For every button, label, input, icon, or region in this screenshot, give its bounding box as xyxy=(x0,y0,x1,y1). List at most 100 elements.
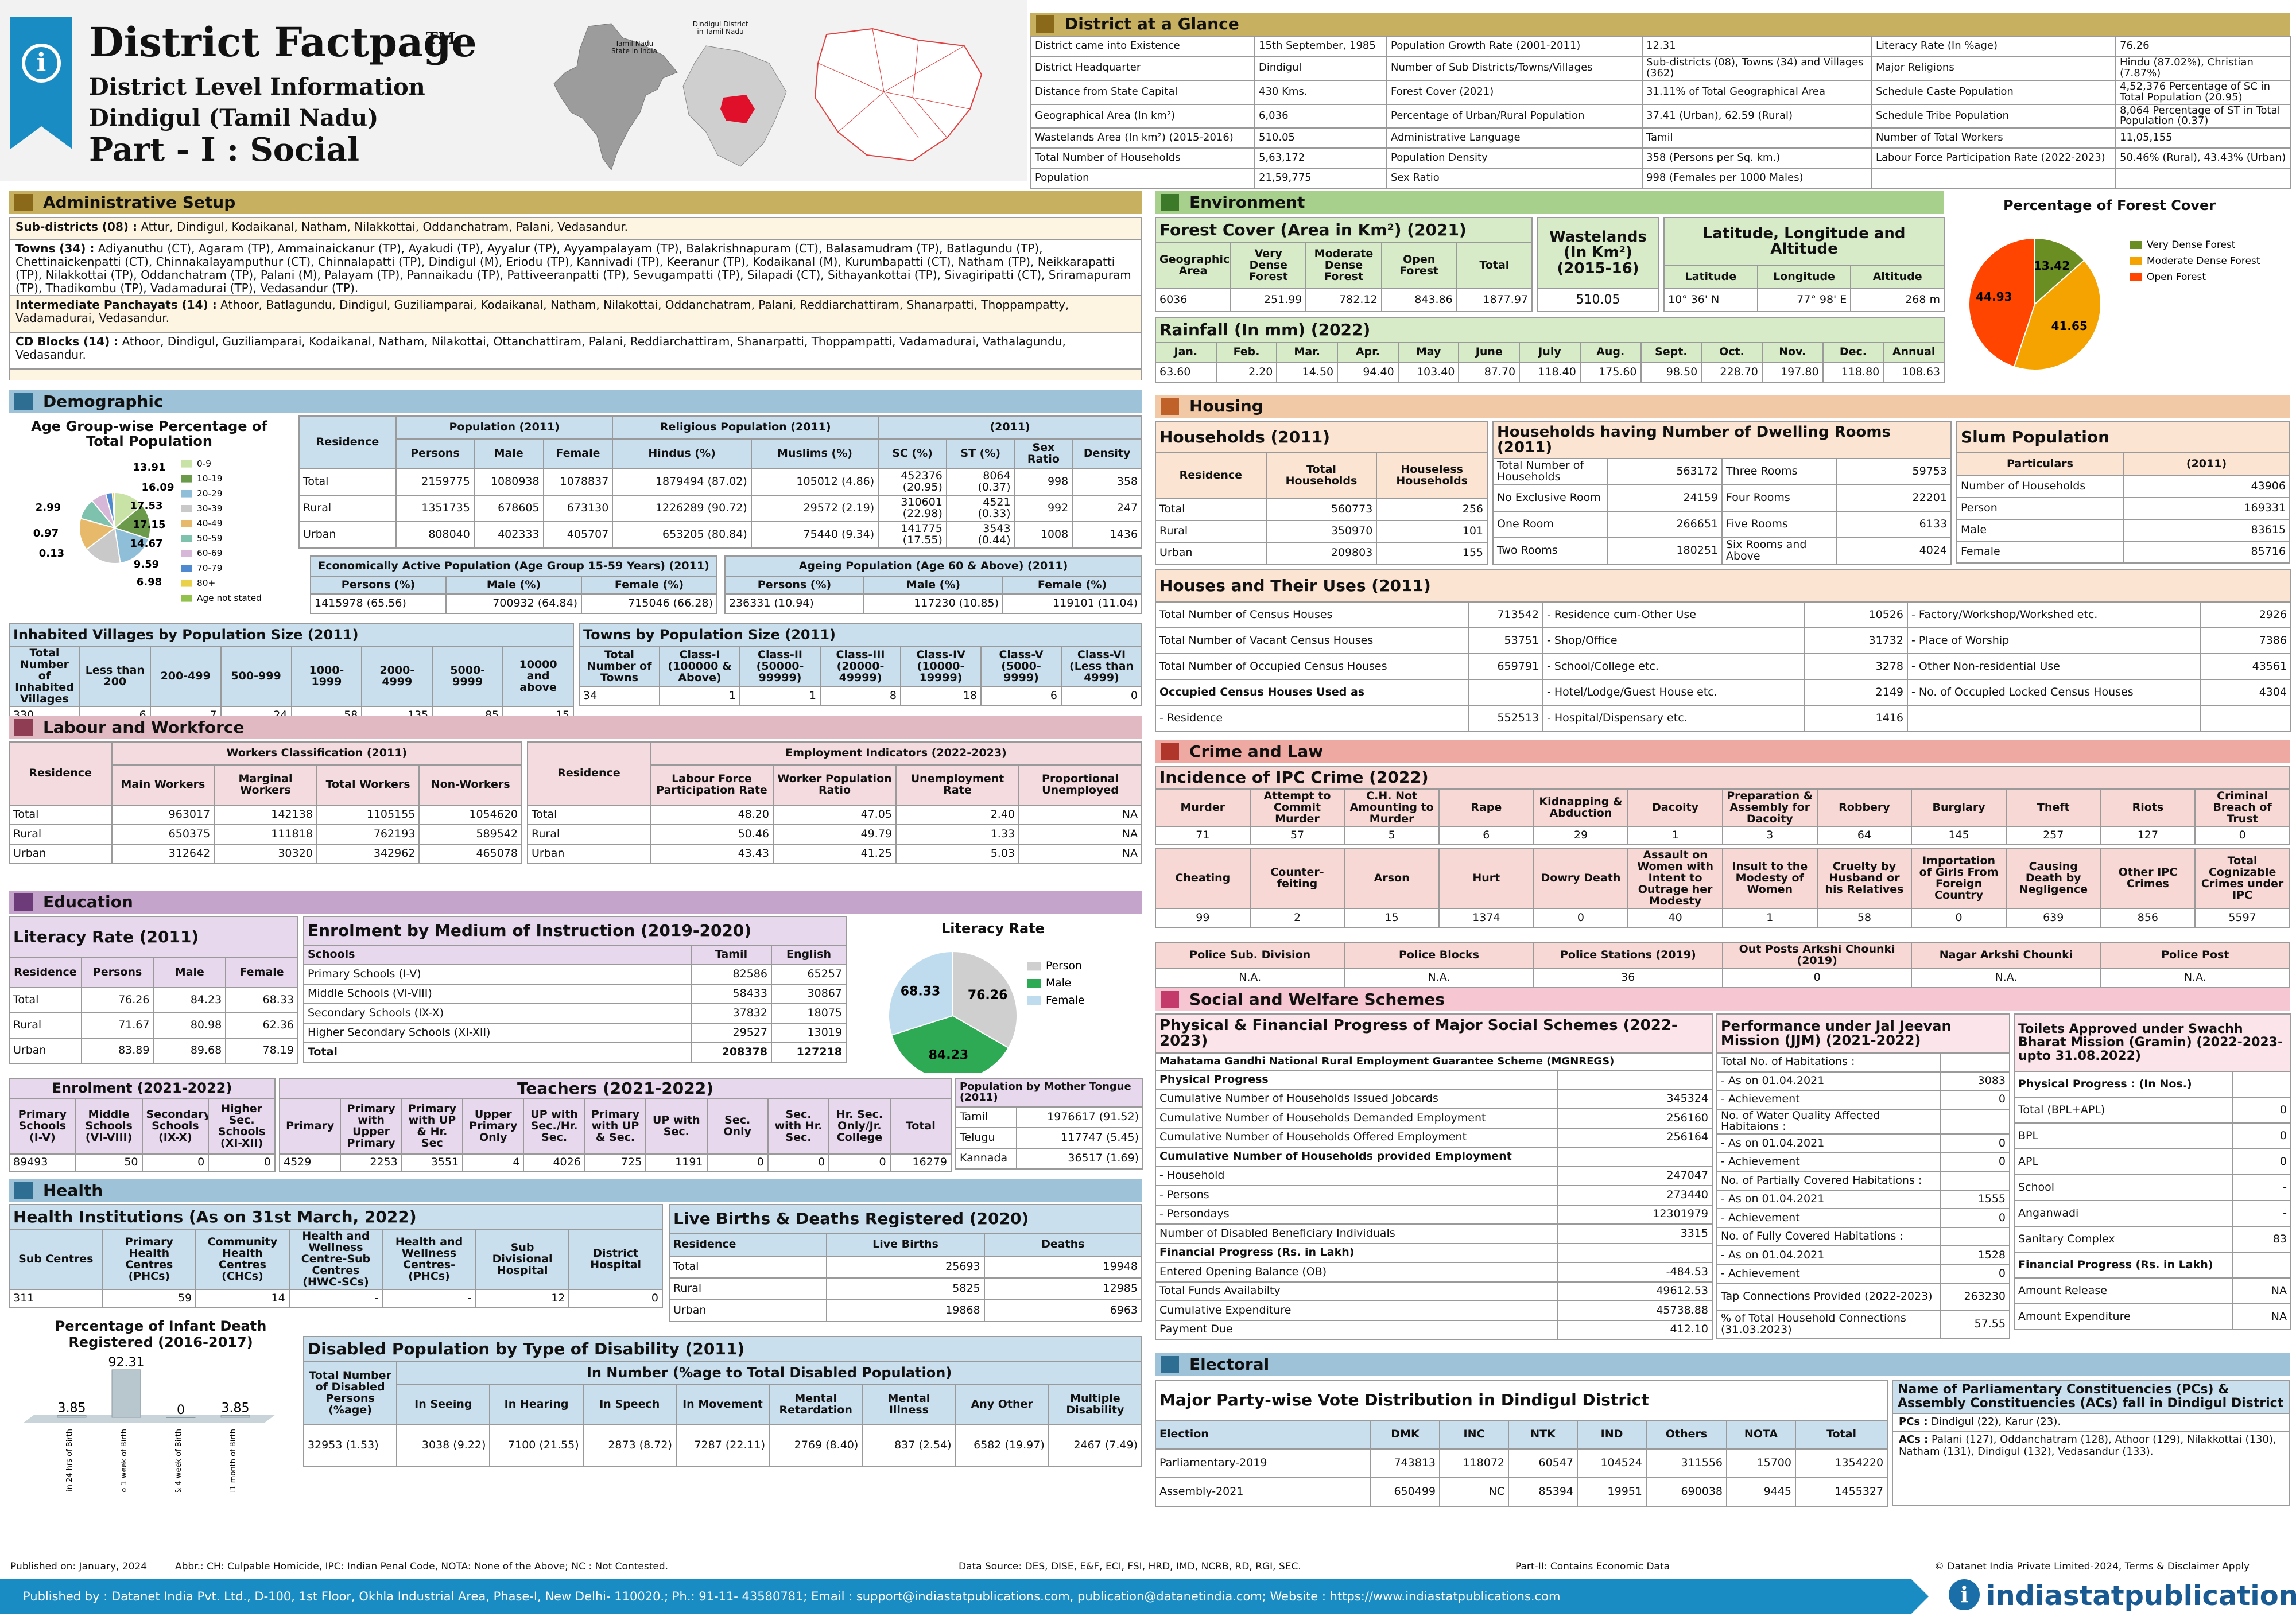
table-cell: 653205 (80.84) xyxy=(612,521,752,549)
bar-category-label: Between 1 & 11 month of Birth xyxy=(229,1429,238,1492)
header-cell: Sept. xyxy=(1640,342,1702,363)
table-cell: 21,59,775 xyxy=(1254,168,1387,189)
trademark: TM xyxy=(426,29,456,48)
header-cell: Moderate Dense Forest xyxy=(1305,242,1382,289)
table-header-row: Mahatama Gandhi National Rural Employmen… xyxy=(1155,1052,1713,1071)
table-cell: 4026 xyxy=(523,1153,585,1172)
pie-value-label: 17.15 xyxy=(133,519,166,531)
table-cell xyxy=(1557,1147,1713,1167)
table-cell: 4521 (0.33) xyxy=(945,495,1015,522)
legend-label: 40-49 xyxy=(197,518,222,529)
table-cell: 659791 xyxy=(1468,653,1543,680)
table-cell: 639 xyxy=(2005,907,2101,928)
table-cell: 62.36 xyxy=(225,1012,298,1039)
table-cell: 117230 (10.85) xyxy=(863,593,1003,614)
table-cell: N.A. xyxy=(1154,967,1345,988)
header-cell: Primary with UP & Sec. xyxy=(584,1098,647,1155)
table-cell: 15th September, 1985 xyxy=(1254,36,1387,57)
table-cell: 1351735 xyxy=(395,495,475,522)
schemes-table: Physical & Financial Progress of Major S… xyxy=(1155,1013,1713,1340)
table-cell: 1555 xyxy=(1940,1189,2010,1210)
table-row: Total 76.26 84.23 68.33 xyxy=(9,987,298,1013)
table-cell: 0 xyxy=(1533,907,1629,928)
table-row: 510.05 xyxy=(1537,288,1659,312)
table-cell: Four Rooms xyxy=(1721,484,1837,512)
table-cell: 247 xyxy=(1072,495,1142,522)
ageing-table-wrap: Ageing Population (Age 60 & Above) (2011… xyxy=(724,555,1142,617)
header-cell: Higher Sec. Schools (XI-XII) xyxy=(208,1098,276,1155)
table-header-row: Latitude, Longitude and Altitude xyxy=(1663,217,1945,266)
pie-value-label: 9.59 xyxy=(134,558,159,570)
table-cell: Total xyxy=(303,1042,692,1063)
header-cell: Muslims (%) xyxy=(750,438,879,469)
table-cell xyxy=(1468,679,1543,706)
header-cell: Importation of Girls From Foreign Countr… xyxy=(1911,848,2007,909)
header-cell: Police Post xyxy=(2100,942,2291,969)
table-header-row: Labour Force Participation Rate Worker Po… xyxy=(528,764,1142,806)
table-cell: 715046 (66.28) xyxy=(581,593,718,614)
header-cell: Primary Schools (I-V) xyxy=(9,1098,76,1155)
table-cell: 5,63,172 xyxy=(1254,147,1387,169)
table-cell: 119101 (11.04) xyxy=(1002,593,1142,614)
header-cell: In Speech xyxy=(582,1384,677,1425)
table-row: 311 59 14- -12 0 xyxy=(9,1288,663,1308)
legend-swatch xyxy=(181,490,192,498)
table-cell: 89493 xyxy=(9,1153,76,1172)
header-cell: Hr. Sec. Only/Jr. College xyxy=(828,1098,891,1155)
header-cell: Enrolment by Medium of Instruction (2019… xyxy=(303,916,847,946)
table-cell: 8,064 Percentage of ST in Total Populati… xyxy=(2115,103,2291,129)
header-cell: 500-999 xyxy=(220,646,292,707)
table-cell: 4529 xyxy=(278,1153,342,1172)
table-cell: Total (BPL+APL) xyxy=(2014,1097,2233,1124)
header-cell: Rainfall (In mm) (2022) xyxy=(1155,317,1945,343)
table-cell: 2926 xyxy=(2199,601,2292,628)
table-cell: 85716 xyxy=(2123,541,2290,564)
table-cell: 37832 xyxy=(691,1003,772,1024)
header-cell: UP with Sec. xyxy=(645,1098,708,1155)
villages-table: Inhabited Villages by Population Size (2… xyxy=(9,623,574,725)
table-row: 34 1 1 8 18 6 0 xyxy=(579,686,1142,706)
infant-death-bar-chart: 3.85 within 24 hrs of Birth 92.31 Upto 1 we… xyxy=(23,1355,276,1492)
header-cell: Nov. xyxy=(1761,342,1824,363)
table-cell: 465078 xyxy=(418,844,522,864)
header-cell: Secondary Schools (IX-X) xyxy=(141,1098,210,1155)
table-cell: 15700 xyxy=(1726,1448,1796,1478)
header-cell: Aug. xyxy=(1579,342,1642,363)
header-cell: Slum Population xyxy=(1956,421,2290,453)
table-row: - As on 01.04.2021 1528 xyxy=(1716,1245,2010,1265)
header-cell: Class-V (5000-9999) xyxy=(980,646,1062,687)
table-cell: 83.89 xyxy=(80,1038,154,1064)
table-header-row: Total Number of Towns Class-I (100000 & A… xyxy=(579,646,1142,687)
table-row: Rural 50.46 49.79 1.33 NA xyxy=(527,824,1142,845)
table-cell: 101 xyxy=(1376,520,1488,543)
table-cell: N.A. xyxy=(1911,967,2101,988)
header-cell: Religious Population (2011) xyxy=(612,415,879,440)
legend-swatch xyxy=(181,460,192,468)
table-cell: 29 xyxy=(1533,826,1629,845)
header-cell: Male xyxy=(153,957,227,988)
header-cell: Community Health Centres (CHCs) xyxy=(195,1229,290,1290)
header-cell: Theft xyxy=(2005,788,2101,827)
table-cell: 0 xyxy=(706,1153,769,1172)
table-cell: 713542 xyxy=(1468,601,1543,628)
header-cell: Health and Wellness Centre-Sub Centres (… xyxy=(288,1229,383,1290)
india-map xyxy=(553,23,678,171)
table-row: APL 0 xyxy=(2014,1148,2291,1175)
table-cell: 37.41 (Urban), 62.59 (Rural) xyxy=(1642,103,1872,129)
table-cell: 1054620 xyxy=(418,805,522,825)
table-row: Physical Progress : (In Nos.) xyxy=(2014,1071,2291,1098)
header-cell: Out Posts Arkshi Chounki (2019) xyxy=(1721,942,1913,969)
header-cell: Hindus (%) xyxy=(612,438,752,469)
table-cell: No. of Fully Covered Habitations : xyxy=(1716,1226,1941,1247)
table-row: 89493 50 0 0 xyxy=(9,1153,276,1172)
table-cell: 14.50 xyxy=(1276,362,1339,383)
table-row: No. of Water Quality Affected Habitaions… xyxy=(1716,1108,2010,1135)
header-cell: Total xyxy=(889,1098,952,1155)
table-cell xyxy=(1907,705,2201,732)
legend-swatch xyxy=(181,535,192,542)
table-header-row: In Seeing In Hearing In Speech In Movement M… xyxy=(304,1384,1143,1425)
table-cell: Rural xyxy=(668,1277,828,1300)
table-cell: 312642 xyxy=(111,844,215,864)
header-cell: 5000-9999 xyxy=(432,646,504,707)
table-cell: 1191 xyxy=(645,1153,708,1172)
